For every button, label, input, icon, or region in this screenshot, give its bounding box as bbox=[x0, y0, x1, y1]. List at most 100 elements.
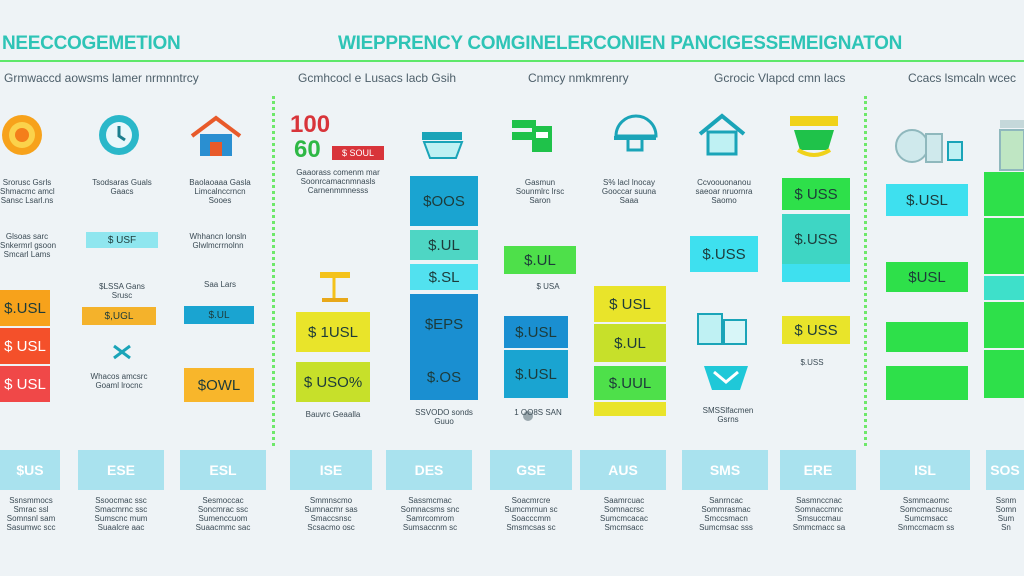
subtitle-2: Gcmhcocl e Lusacs lacb Gsih bbox=[298, 71, 457, 85]
card-text: Smmnscmo Sumnacmr sas Smaccsnsc Scsacmo … bbox=[304, 496, 358, 532]
caption-col10: $.USS bbox=[800, 358, 824, 367]
bar-green-2: $.UUL bbox=[594, 366, 666, 400]
big-number-1: 100 bbox=[290, 111, 331, 138]
caption-col1b: Glsoas sarc Snkermrl gsoon Smcarl Lams bbox=[0, 232, 57, 259]
caption-col7: Gasmun Sounmlrc lrsc Saron bbox=[515, 178, 565, 205]
bar-blue-small-2: $.USL bbox=[504, 316, 568, 348]
scale-icon bbox=[895, 129, 963, 163]
bar-orange: $.USL bbox=[0, 290, 50, 326]
section-separator-2 bbox=[864, 96, 867, 446]
house-icon bbox=[190, 115, 242, 156]
bar-red-2: $ USL bbox=[0, 366, 50, 402]
bar-cyan-4: $.USL bbox=[886, 184, 968, 216]
bar-green-7 bbox=[984, 172, 1024, 216]
card-text: Sasmnccnac Somnaccmnc Smsuccmau Smmcmacc… bbox=[792, 496, 846, 532]
calendar-icon bbox=[999, 120, 1024, 171]
card-text: Sesmoccac Soncmrac ssc Sumenccuom Suaacm… bbox=[195, 496, 251, 532]
bar-green-5 bbox=[886, 322, 968, 352]
jars-icon bbox=[697, 313, 747, 345]
summary-card: DES bbox=[386, 450, 472, 490]
summary-card: GSE bbox=[490, 450, 572, 490]
subtitle-4: Gcrocic Vlapcd cmn lacs bbox=[714, 71, 846, 85]
bar-yellow-1: $ 1USL bbox=[296, 312, 370, 352]
watering-can-icon bbox=[523, 411, 533, 421]
bar-blue-small: $.UL bbox=[184, 306, 254, 324]
summary-card: SMS bbox=[682, 450, 768, 490]
bar-amber-small: $,UGL bbox=[82, 307, 156, 325]
bar-blue-small-3: $.USL bbox=[504, 350, 568, 398]
bar-green-10 bbox=[984, 350, 1024, 398]
bar-green-8 bbox=[984, 218, 1024, 274]
header-title-right: WIEPPRENCY COMGINELERCONIEN PANCIGESSEME… bbox=[338, 33, 903, 54]
mug-icon bbox=[704, 366, 748, 390]
bar-green-3: $ USS bbox=[782, 178, 850, 210]
card-text: Ssnm Somn Sum Sn bbox=[995, 496, 1017, 532]
bar-teal: $.UL bbox=[410, 230, 478, 260]
bar-yellow-3: $ USL bbox=[594, 286, 666, 322]
bar-yellow-4: $.UL bbox=[594, 324, 666, 362]
red-tag: $ SOUL bbox=[332, 146, 384, 160]
laptop-icon bbox=[698, 113, 746, 156]
bucket-icon bbox=[113, 344, 131, 360]
bar-blue-top: $OOS bbox=[410, 176, 478, 226]
subtitle-5: Ccacs lsmcaln wcec bbox=[908, 71, 1017, 85]
bar-cyan-small: $ USF bbox=[86, 232, 158, 248]
section-separator-1 bbox=[272, 96, 275, 446]
header-title-left: NEECCOGEMETION bbox=[2, 33, 181, 54]
caption-col3: Baolaoaaa Gasla Limcalnccrncn Sooes bbox=[189, 178, 251, 205]
summary-card: ERE bbox=[780, 450, 856, 490]
bar-blue-mid: $EPS bbox=[410, 294, 478, 354]
caption-col8: S% lacl lnocay Gooccar suuna Saaa bbox=[601, 178, 657, 205]
bar-cyan-3 bbox=[782, 264, 850, 282]
card-text: Sanrncac Sommrasmac Smccsmacn Sumcmsac s… bbox=[699, 496, 753, 532]
summary-card: ESL bbox=[180, 450, 266, 490]
subtitle-3: Cnmcy nmkmrenry bbox=[528, 71, 629, 85]
sun-coin-icon bbox=[2, 115, 42, 155]
caption-col9: Ccvoouonanou saeoar nruornra Saomo bbox=[695, 178, 753, 205]
caption-col9b: SMSSlfacmen Gsrns bbox=[702, 406, 754, 424]
bar-yellow-6: $ USS bbox=[782, 316, 850, 344]
caption-col2b: $LSSA Gans Srusc bbox=[99, 282, 145, 300]
subtitle-1: Grmwaccd aowsms lamer nrmnntrcy bbox=[4, 71, 199, 85]
caption-col2: Tsodsaras Guals Gaacs bbox=[92, 178, 152, 196]
caption-col5: Bauvrc Geaalla bbox=[305, 410, 361, 419]
cloche-icon bbox=[614, 114, 658, 152]
caption-col6: SSVODO sonds Guuo bbox=[415, 408, 473, 426]
bar-cyan: $.SL bbox=[410, 264, 478, 290]
wallet-icon bbox=[512, 120, 552, 152]
summary-card: ESE bbox=[78, 450, 164, 490]
bar-yellow-2: $ USO% bbox=[296, 362, 370, 402]
card-text: Ssmmcaomc Somcmacnusc Sumcmsacc Snmccmac… bbox=[897, 496, 955, 532]
clock-icon bbox=[99, 115, 139, 155]
summary-card: $US bbox=[0, 450, 60, 490]
bar-red-1: $ USL bbox=[0, 328, 50, 364]
big-number-2: 60 bbox=[294, 136, 321, 163]
caption-col3c: Saa Lars bbox=[203, 280, 237, 289]
header-divider bbox=[0, 60, 1024, 62]
summary-card: SOS bbox=[986, 450, 1024, 490]
card-text: Ssnsmmocs Smrac ssl Somnsnl sam Sasumwc … bbox=[6, 496, 56, 532]
bar-teal-3 bbox=[984, 276, 1024, 300]
bar-green-small: $.UL bbox=[504, 246, 576, 274]
bar-cyan-2: $.USS bbox=[690, 236, 758, 272]
bar-blue-bottom: $.OS bbox=[410, 354, 478, 400]
bar-green-6 bbox=[886, 366, 968, 400]
bar-green-9 bbox=[984, 302, 1024, 348]
bar-green-4: $USL bbox=[886, 262, 968, 292]
caption-col8b: $ USA bbox=[536, 282, 560, 291]
toolbox-icon bbox=[422, 132, 464, 159]
bar-amber: $OWL bbox=[184, 368, 254, 402]
card-text: Soacmrcre Sumcmrnun sc Soacccmm Smsmcsas… bbox=[504, 496, 558, 532]
caption-col2c: Whacos amcsrc Goaml lrocnc bbox=[90, 372, 148, 390]
card-text: Sassmcmac Somnacsms snc Samrcomrom Sumsa… bbox=[400, 496, 460, 532]
summary-card: ISE bbox=[290, 450, 372, 490]
bar-yellow-5 bbox=[594, 402, 666, 416]
card-text: Saamrcuac Somnacrsc Sumcmcacac Smcmsacc bbox=[599, 496, 648, 532]
caption-col4: Gaaorass comenm mar Soonrcamacnmnasls Ca… bbox=[296, 168, 380, 195]
bar-teal-2: $.USS bbox=[782, 214, 850, 264]
hat-icon bbox=[790, 116, 838, 157]
basket-icon bbox=[320, 272, 350, 302]
caption-col3b: Whhancn lonsln Glwlmcrrnolnn bbox=[189, 232, 247, 250]
caption-col1: Srorusc Gsrls Shmacmc amcl Sansc Lsarl.n… bbox=[0, 178, 55, 205]
caption-col7b: 1 OO8S SAN bbox=[514, 408, 562, 417]
